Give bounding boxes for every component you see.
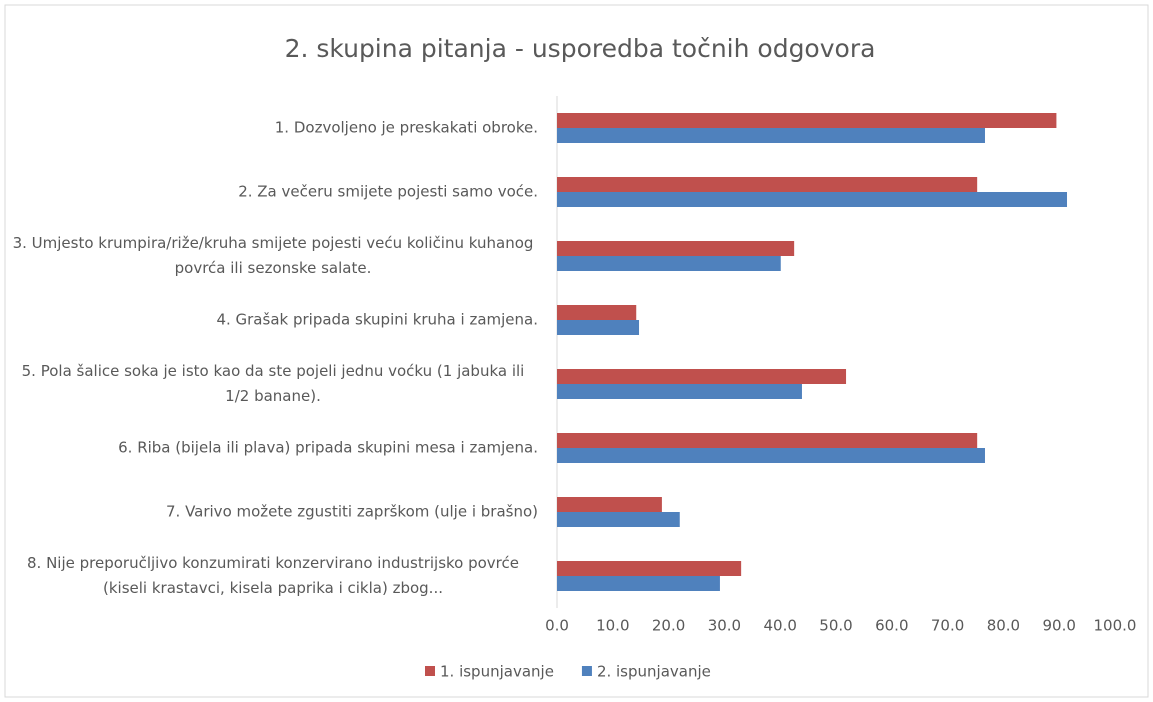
legend-label: 2. ispunjavanje [597,663,711,681]
bar [557,576,720,591]
y-tick-text: 4. Grašak pripada skupini kruha i zamjen… [216,310,538,329]
x-tick-label: 40.0 [763,617,796,635]
bar [557,320,640,335]
y-tick-label: 3. Umjesto krumpira/riže/kruha smijete p… [8,231,538,281]
bar [557,113,1057,128]
y-tick-label: 8. Nije preporučljivo konzumirati konzer… [8,551,538,601]
y-tick-label: 7. Varivo možete zgustiti zaprškom (ulje… [8,500,538,525]
bar [557,305,637,320]
x-tick-label: 100.0 [1094,617,1137,635]
y-tick-text: 5. Pola šalice soka je isto kao da ste p… [21,362,525,405]
bar [557,241,795,256]
y-tick-label: 5. Pola šalice soka je isto kao da ste p… [8,359,538,409]
y-tick-text: 2. Za večeru smijete pojesti samo voće. [238,182,538,201]
x-tick-label: 50.0 [819,617,852,635]
x-tick-label: 70.0 [931,617,964,635]
y-tick-text: 6. Riba (bijela ili plava) pripada skupi… [118,438,538,457]
x-tick-label: 60.0 [875,617,908,635]
bar [557,497,662,512]
bar [557,192,1068,207]
y-tick-text: 3. Umjesto krumpira/riže/kruha smijete p… [12,234,534,277]
legend-swatch [425,666,435,676]
x-tick-label: 10.0 [596,617,629,635]
bar [557,448,985,463]
bar [557,256,781,271]
x-tick-label: 80.0 [987,617,1020,635]
bar [557,384,802,399]
y-tick-text: 7. Varivo možete zgustiti zaprškom (ulje… [165,502,538,521]
x-tick-label: 30.0 [708,617,741,635]
legend-swatch [581,666,592,676]
y-tick-label: 6. Riba (bijela ili plava) pripada skupi… [8,436,538,461]
bar [557,561,742,576]
y-tick-label: 2. Za večeru smijete pojesti samo voće. [8,180,538,205]
y-tick-label: 4. Grašak pripada skupini kruha i zamjen… [8,308,538,333]
x-tick-label: 20.0 [652,617,685,635]
y-tick-label: 1. Dozvoljeno je preskakati obroke. [8,116,538,141]
bar [557,369,847,384]
bar [557,128,985,143]
chart-title: 2. skupina pitanja - usporedba točnih od… [285,34,876,63]
legend-label: 1. ispunjavanje [440,663,554,681]
x-tick-label: 0.0 [545,617,569,635]
y-tick-text: 8. Nije preporučljivo konzumirati konzer… [27,554,519,597]
x-tick-label: 90.0 [1042,617,1075,635]
bar [557,433,978,448]
bar [557,512,680,527]
y-tick-text: 1. Dozvoljeno je preskakati obroke. [274,118,538,137]
bar [557,177,978,192]
